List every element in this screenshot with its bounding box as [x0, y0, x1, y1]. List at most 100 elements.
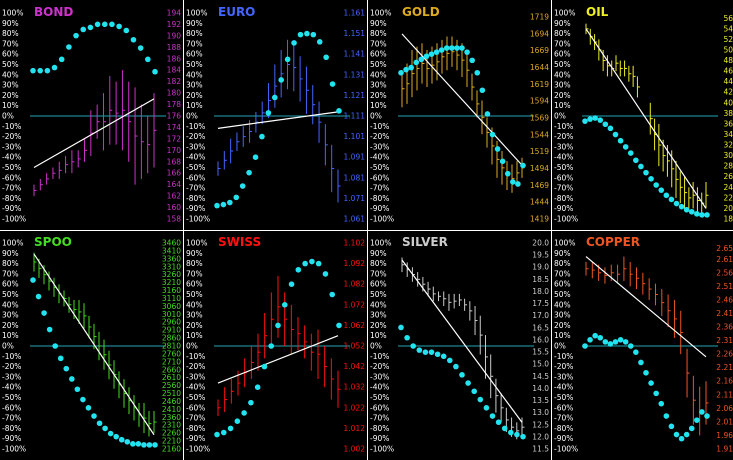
swiss-left-tick: -50%	[186, 393, 205, 402]
silver-right-tick: 17.0	[532, 311, 549, 320]
silver-right-tick: 16.5	[532, 323, 549, 332]
silver-right-tick: 15.5	[532, 348, 549, 357]
copper-oscillator-dot	[683, 431, 690, 438]
copper-right-tick: 2.65	[716, 244, 733, 253]
copper-right-tick: 1.96	[716, 431, 733, 440]
oil-right-tick: 50	[723, 45, 733, 54]
oil-oscillator-dot	[673, 200, 680, 207]
silver-right-tick: 13.5	[532, 396, 549, 405]
swiss-title: SWISS	[218, 235, 261, 249]
copper-oscillator-dot	[648, 380, 654, 386]
silver-right-tick: 19.5	[532, 251, 549, 260]
bond-left-tick: -10%	[2, 122, 21, 131]
spoo-left-tick: -50%	[2, 393, 21, 402]
oil-right-tick: 32	[723, 141, 733, 150]
oil-left-tick: 10%	[554, 101, 571, 110]
copper-right-tick: 2.36	[716, 323, 733, 332]
gold-oscillator-dot	[479, 87, 486, 94]
bond-right-tick: 178	[167, 100, 182, 109]
bond-left-tick: -60%	[2, 173, 21, 182]
bond-left-tick: 90%	[2, 19, 19, 28]
spoo-oscillator-dot	[46, 326, 53, 333]
spoo-right-tick: 2510	[162, 389, 181, 398]
oil-right-tick: 48	[723, 56, 733, 65]
euro-left-tick: -90%	[186, 204, 205, 213]
bond-left-tick: 60%	[2, 50, 19, 59]
copper-oscillator-dot	[643, 369, 649, 376]
euro-oscillator-dot	[297, 31, 304, 38]
swiss-right-tick: 1.002	[344, 445, 366, 454]
copper-oscillator-dot	[617, 337, 624, 343]
spoo-oscillator-dot	[74, 386, 81, 393]
oil-oscillator-dot	[602, 121, 609, 128]
euro-oscillator-dot	[304, 30, 310, 37]
spoo-right-tick: 2410	[162, 405, 181, 414]
bond-oscillator-dot	[130, 36, 137, 43]
silver-left-tick: 40%	[370, 300, 387, 309]
silver-oscillator-dot	[514, 431, 520, 438]
copper-right-tick: 2.16	[716, 377, 733, 386]
spoo-right-tick: 3210	[162, 278, 181, 287]
bond-oscillator-dot	[30, 67, 36, 74]
swiss-right-tick: 1.082	[344, 280, 366, 289]
bond-right-tick: 172	[167, 134, 182, 143]
oil-right-tick: 54	[723, 24, 733, 33]
copper-left-tick: 70%	[554, 269, 571, 278]
euro-left-tick: 100%	[186, 9, 207, 18]
silver-oscillator-dot	[508, 429, 514, 436]
euro-oscillator-dot	[271, 94, 278, 101]
spoo-oscillator-dot	[30, 277, 36, 283]
swiss-oscillator-dot	[275, 322, 281, 329]
oil-oscillator-dot	[612, 131, 619, 138]
gold-left-tick: 70%	[370, 39, 387, 48]
euro-oscillator-dot	[227, 199, 233, 206]
swiss-left-tick: 80%	[186, 259, 203, 268]
oil-right-tick: 20	[723, 204, 733, 213]
gold-left-tick: 10%	[370, 101, 387, 110]
swiss-oscillator-dot	[254, 384, 261, 390]
gold-oscillator-dot	[469, 57, 475, 64]
oil-oscillator-dot	[627, 150, 634, 156]
copper-right-tick: 2.21	[716, 363, 733, 372]
bond-oscillator-dot	[101, 21, 108, 28]
silver-left-tick: 30%	[370, 311, 387, 320]
spoo-oscillator-dot	[113, 433, 119, 440]
gold-left-tick: -70%	[370, 184, 389, 193]
silver-left-tick: 0%	[370, 342, 382, 351]
oil-oscillator-dot	[694, 211, 700, 217]
gold-oscillator-dot	[408, 64, 414, 71]
euro-oscillator-dot	[265, 110, 272, 116]
gold-left-tick: -80%	[370, 194, 389, 203]
euro-left-tick: -50%	[186, 163, 205, 172]
bond-oscillator-dot	[66, 44, 72, 50]
copper-oscillator-dot	[627, 343, 634, 349]
copper-trend-line	[585, 256, 707, 358]
swiss-left-tick: -30%	[186, 372, 205, 381]
oil-left-tick: 0%	[554, 112, 566, 121]
swiss-oscillator-dot	[214, 431, 220, 438]
copper-title: COPPER	[586, 235, 640, 249]
copper-left-tick: 40%	[554, 300, 571, 309]
euro-left-tick: 80%	[186, 29, 203, 38]
silver-right-tick: 12.0	[532, 432, 549, 441]
oil-oscillator-dot	[683, 206, 690, 213]
euro-oscillator-dot	[284, 56, 291, 63]
spoo-right-tick: 2660	[162, 365, 181, 374]
spoo-oscillator-dot	[130, 441, 136, 447]
gold-left-tick: -60%	[370, 173, 389, 182]
gold-left-tick: -100%	[370, 215, 394, 224]
spoo-left-tick: 0%	[2, 342, 14, 351]
bond-left-tick: -30%	[2, 142, 21, 151]
bond-oscillator-dot	[123, 27, 130, 34]
silver-oscillator-dot	[410, 343, 416, 349]
gold-title: GOLD	[402, 5, 440, 19]
oil-trend-line	[585, 28, 707, 209]
bond-right-tick: 166	[167, 169, 182, 178]
oil-oscillator-dot	[658, 187, 665, 193]
spoo-oscillator-dot	[96, 420, 103, 427]
euro-right-tick: 1.091	[344, 153, 366, 162]
swiss-oscillator-dot	[241, 410, 247, 416]
bond-oscillator-dot	[116, 23, 122, 30]
copper-left-tick: -90%	[554, 434, 573, 443]
gold-right-tick: 1594	[530, 97, 549, 106]
